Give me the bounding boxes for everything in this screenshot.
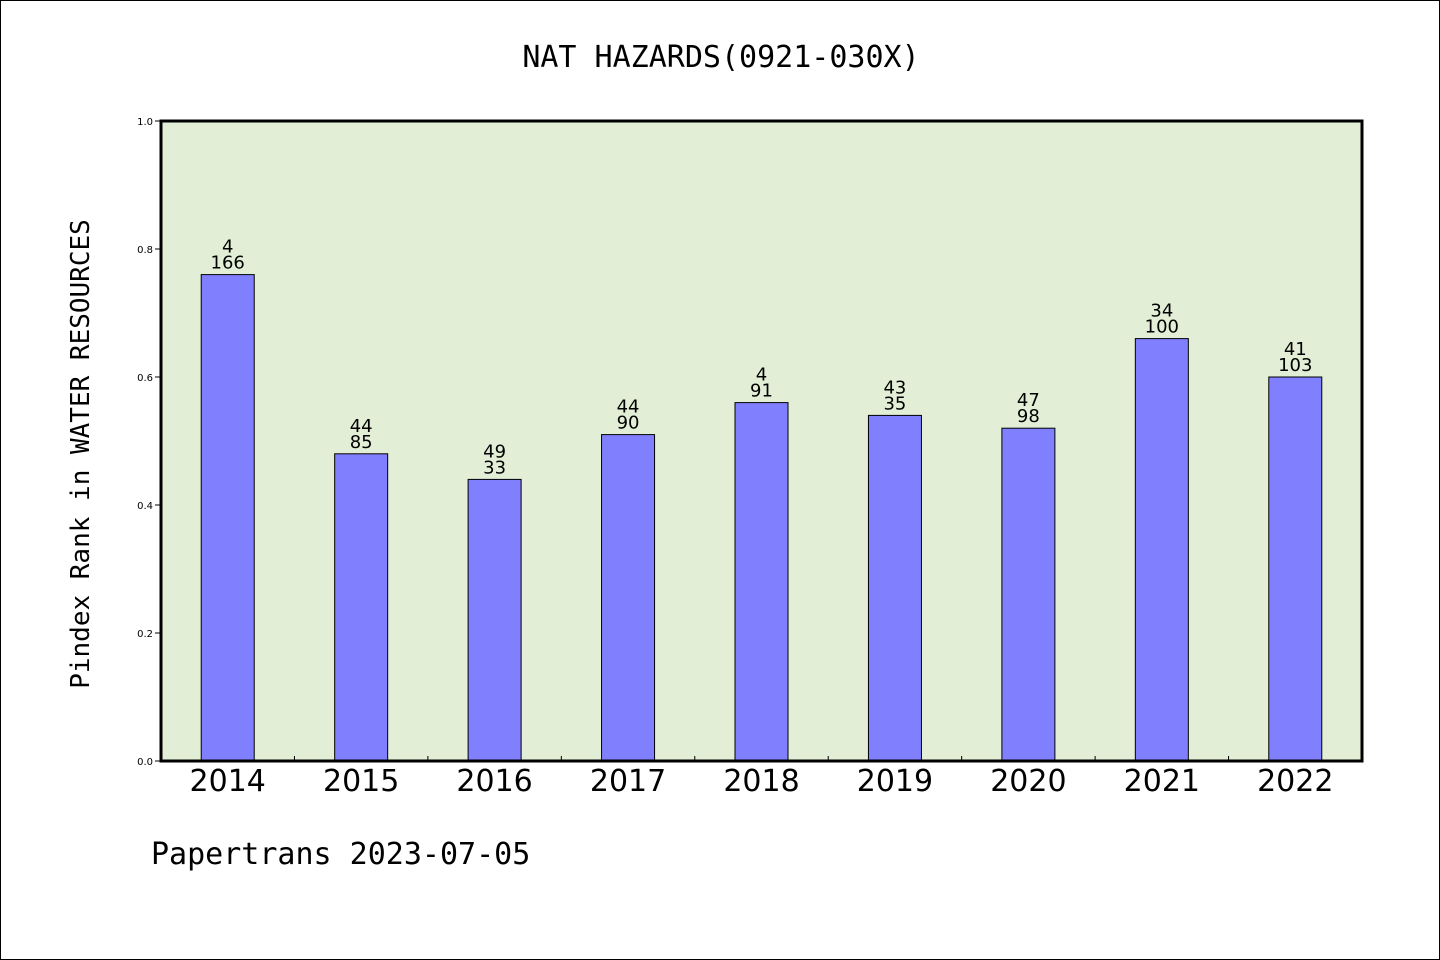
x-tick-label: 2019	[857, 764, 933, 799]
y-tick-label: 0.2	[137, 629, 153, 640]
bar-label-top: 4	[222, 237, 233, 258]
bar-2014	[200, 274, 255, 762]
bar-label-top: 41	[1284, 339, 1307, 360]
footer-text: Papertrans 2023-07-05	[151, 837, 530, 872]
bar-label-bottom: 35	[883, 393, 906, 414]
bar-label-bottom: 103	[1278, 355, 1312, 376]
bar-label-bottom: 100	[1145, 317, 1179, 338]
bar-label-top: 43	[883, 377, 906, 398]
y-tick-label: 0.4	[137, 501, 153, 512]
bar-label-top: 4	[756, 365, 767, 386]
bar-label-bottom: 90	[617, 413, 640, 434]
x-tick-label: 2015	[323, 764, 399, 799]
bar-2020	[1001, 427, 1056, 762]
bar-label-bottom: 166	[211, 253, 245, 274]
x-tick-label: 2021	[1124, 764, 1200, 799]
bar-2018	[734, 402, 789, 762]
bar-label-bottom: 85	[350, 432, 373, 453]
bar-2017	[601, 434, 656, 762]
x-tick-label: 2022	[1257, 764, 1333, 799]
bar-label-bottom: 98	[1017, 406, 1040, 427]
bar-2022	[1268, 376, 1323, 762]
bar-2021	[1134, 338, 1189, 762]
bar-2016	[467, 478, 522, 762]
bar-label-top: 49	[483, 441, 506, 462]
bar-label-bottom: 33	[483, 457, 506, 478]
bar-label-top: 44	[617, 397, 640, 418]
y-tick-label: 0.0	[137, 757, 153, 768]
y-tick-label: 1.0	[137, 117, 153, 128]
plot-frame	[159, 119, 1364, 763]
x-tick-label: 2020	[990, 764, 1066, 799]
chart-title: NAT HAZARDS(0921-030X)	[522, 40, 919, 75]
bar-2019	[867, 414, 922, 762]
x-tick-label: 2018	[723, 764, 799, 799]
y-tick-label: 0.8	[137, 245, 153, 256]
bar-label-bottom: 91	[750, 381, 773, 402]
y-axis-label: Pindex Rank in WATER RESOURCES	[66, 219, 96, 689]
bars-group	[200, 274, 1323, 762]
y-tick-label: 0.6	[137, 373, 153, 384]
labels-group: 4166201444852015493320164490201749120184…	[190, 237, 1334, 799]
x-tick-label: 2017	[590, 764, 666, 799]
bar-label-top: 44	[350, 416, 373, 437]
bar-label-top: 47	[1017, 390, 1040, 411]
bar-2015	[334, 453, 389, 762]
x-tick-label: 2014	[190, 764, 266, 799]
x-tick-label: 2016	[456, 764, 532, 799]
bar-label-top: 34	[1150, 301, 1173, 322]
